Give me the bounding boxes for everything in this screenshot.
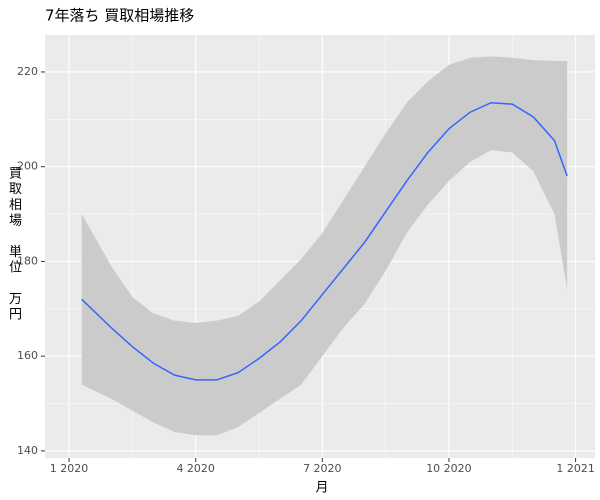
x-axis-label: 月: [315, 481, 328, 496]
y-tick-label: 140: [17, 444, 38, 457]
line: [81, 101, 568, 381]
y-tick-label: 180: [17, 254, 38, 267]
x-tick-label: 1 2020: [50, 462, 89, 475]
x-tick-label: 4 2020: [176, 462, 215, 475]
y-tick-label: 200: [17, 160, 38, 173]
x-tick-label: 10 2020: [426, 462, 472, 475]
x-tick-label: 1 2021: [556, 462, 595, 475]
chart-title: 7年落ち 買取相場推移: [45, 7, 194, 25]
confidence-band: [81, 56, 568, 436]
y-tick-label: 220: [17, 65, 38, 78]
x-tick-label: 7 2020: [303, 462, 342, 475]
y-axis-label: 買取相場 単位 万円: [6, 166, 21, 323]
y-tick-label: 160: [17, 349, 38, 362]
